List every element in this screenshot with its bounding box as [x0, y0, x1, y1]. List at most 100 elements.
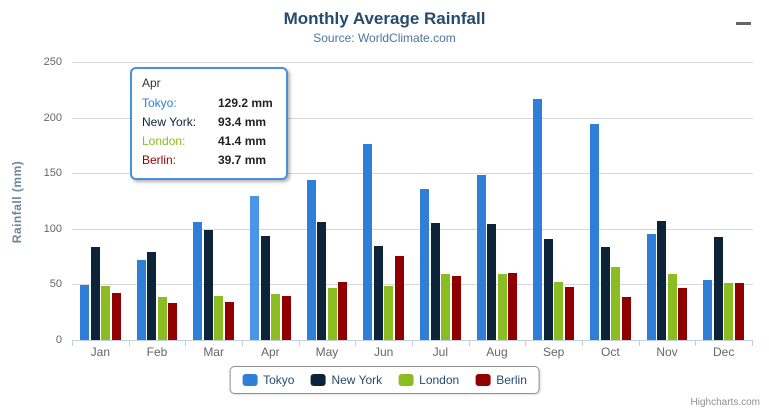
gridline-200	[72, 117, 753, 119]
bar-new-york-jul[interactable]	[430, 223, 440, 340]
bar-berlin-apr[interactable]	[281, 295, 291, 340]
tooltip-series-label: London:	[142, 134, 186, 148]
legend-item-berlin[interactable]: Berlin	[475, 373, 527, 387]
x-axis-label-feb: Feb	[146, 345, 168, 359]
legend-symbol-new-york	[310, 374, 326, 386]
bar-london-mar[interactable]	[214, 296, 224, 340]
x-axis-tick	[638, 340, 640, 346]
x-axis-label-jan: Jan	[90, 345, 110, 359]
tooltip-row-tokyo: Tokyo: 129.2 mm	[142, 94, 276, 113]
tooltip-series-value: 39.7 mm	[218, 153, 267, 167]
legend-symbol-london	[398, 374, 414, 386]
bar-new-york-may[interactable]	[317, 222, 327, 340]
x-axis-tick	[582, 340, 583, 346]
legend-symbol-berlin	[475, 374, 491, 386]
tooltip-category: Apr	[142, 76, 161, 90]
bar-tokyo-jun[interactable]	[363, 144, 373, 340]
bar-berlin-aug[interactable]	[508, 272, 518, 340]
bar-tokyo-feb[interactable]	[136, 260, 146, 340]
y-axis-label-50: 50	[49, 278, 62, 291]
bar-london-may[interactable]	[327, 287, 337, 340]
tooltip-series-value: 129.2 mm	[218, 96, 273, 110]
legend-item-london[interactable]: London	[398, 373, 459, 387]
bar-london-apr[interactable]	[271, 293, 281, 340]
bar-tokyo-aug[interactable]	[476, 174, 486, 340]
bar-tokyo-may[interactable]	[306, 179, 316, 340]
bar-tokyo-apr[interactable]	[250, 196, 260, 340]
gridline-150	[72, 173, 753, 175]
x-axis-tick	[72, 340, 73, 346]
bar-tokyo-jan[interactable]	[80, 284, 90, 340]
bar-tokyo-dec[interactable]	[703, 279, 713, 340]
context-menu-button[interactable]	[731, 13, 755, 33]
tooltip-series-label: Berlin:	[142, 153, 177, 167]
x-axis-tick	[412, 340, 413, 346]
chart-subtitle: Source: WorldClimate.com	[313, 31, 456, 45]
bar-tokyo-sep[interactable]	[533, 99, 543, 340]
bar-london-jun[interactable]	[384, 286, 394, 340]
tooltip-series-label: New York:	[142, 115, 197, 129]
bar-berlin-oct[interactable]	[621, 296, 631, 340]
x-axis-label-jun: Jun	[373, 345, 394, 359]
bar-tokyo-mar[interactable]	[193, 221, 203, 340]
hamburger-icon	[735, 21, 751, 25]
tooltip-series-label: Tokyo:	[142, 96, 177, 110]
bar-new-york-feb[interactable]	[147, 252, 157, 340]
highcharts-credits-link[interactable]: Highcharts.com	[690, 397, 760, 408]
chart-title: Monthly Average Rainfall	[283, 9, 486, 28]
bar-tokyo-oct[interactable]	[590, 124, 600, 340]
x-axis-tick	[298, 340, 300, 346]
bar-berlin-jun[interactable]	[394, 256, 404, 340]
bar-new-york-mar[interactable]	[203, 230, 213, 340]
bar-new-york-jan[interactable]	[90, 247, 100, 340]
bar-tokyo-nov[interactable]	[646, 233, 656, 340]
bar-new-york-aug[interactable]	[487, 224, 497, 340]
x-axis-label-nov: Nov	[656, 345, 678, 359]
bar-berlin-jan[interactable]	[111, 292, 121, 340]
bar-new-york-nov[interactable]	[657, 221, 667, 340]
bar-berlin-nov[interactable]	[678, 287, 688, 340]
bar-berlin-jul[interactable]	[451, 276, 461, 340]
bar-berlin-sep[interactable]	[564, 287, 574, 340]
bar-london-jul[interactable]	[441, 274, 451, 340]
x-axis-tick	[525, 340, 527, 346]
bar-new-york-oct[interactable]	[600, 247, 610, 340]
tooltip-row-new-york: New York: 93.4 mm	[142, 113, 276, 132]
tooltip-row-london: London: 41.4 mm	[142, 132, 276, 151]
bar-new-york-dec[interactable]	[713, 237, 723, 340]
bar-new-york-sep[interactable]	[543, 238, 553, 340]
bar-london-aug[interactable]	[497, 273, 507, 340]
y-axis-label-200: 200	[43, 111, 62, 124]
gridline-100	[72, 228, 753, 230]
bar-new-york-apr[interactable]	[260, 236, 270, 340]
legend-symbol-tokyo	[242, 374, 258, 386]
y-axis-label-250: 250	[43, 56, 62, 68]
bar-london-sep[interactable]	[554, 281, 564, 340]
bar-london-nov[interactable]	[667, 274, 677, 340]
tooltip: Apr Tokyo: 129.2 mm New York: 93.4 mm London…	[130, 67, 288, 180]
legend-item-tokyo[interactable]: Tokyo	[242, 373, 294, 387]
bar-berlin-mar[interactable]	[224, 301, 234, 340]
legend: Tokyo New York London Berlin	[229, 366, 540, 394]
x-axis-tick	[242, 340, 243, 346]
y-axis-label-150: 150	[43, 167, 62, 180]
bar-london-feb[interactable]	[157, 296, 167, 340]
x-axis-label-jul: Jul	[432, 345, 448, 359]
x-axis-tick	[128, 340, 130, 346]
x-axis-tick	[468, 340, 470, 346]
bar-london-oct[interactable]	[611, 267, 621, 340]
y-axis-title: Rainfall (mm)	[10, 160, 24, 244]
bar-tokyo-jul[interactable]	[420, 189, 430, 340]
bar-new-york-jun[interactable]	[373, 246, 383, 340]
bar-london-dec[interactable]	[724, 283, 734, 340]
gridline-250	[72, 62, 753, 63]
x-axis-tick	[752, 340, 753, 346]
tooltip-series-value: 93.4 mm	[218, 115, 267, 129]
bar-berlin-dec[interactable]	[734, 283, 744, 340]
legend-item-new-york[interactable]: New York	[310, 373, 382, 387]
bar-london-jan[interactable]	[101, 285, 111, 340]
bar-berlin-feb[interactable]	[168, 303, 178, 340]
x-axis-label-aug: Aug	[486, 345, 508, 359]
bar-berlin-may[interactable]	[338, 281, 348, 340]
x-axis-tick	[185, 340, 187, 346]
